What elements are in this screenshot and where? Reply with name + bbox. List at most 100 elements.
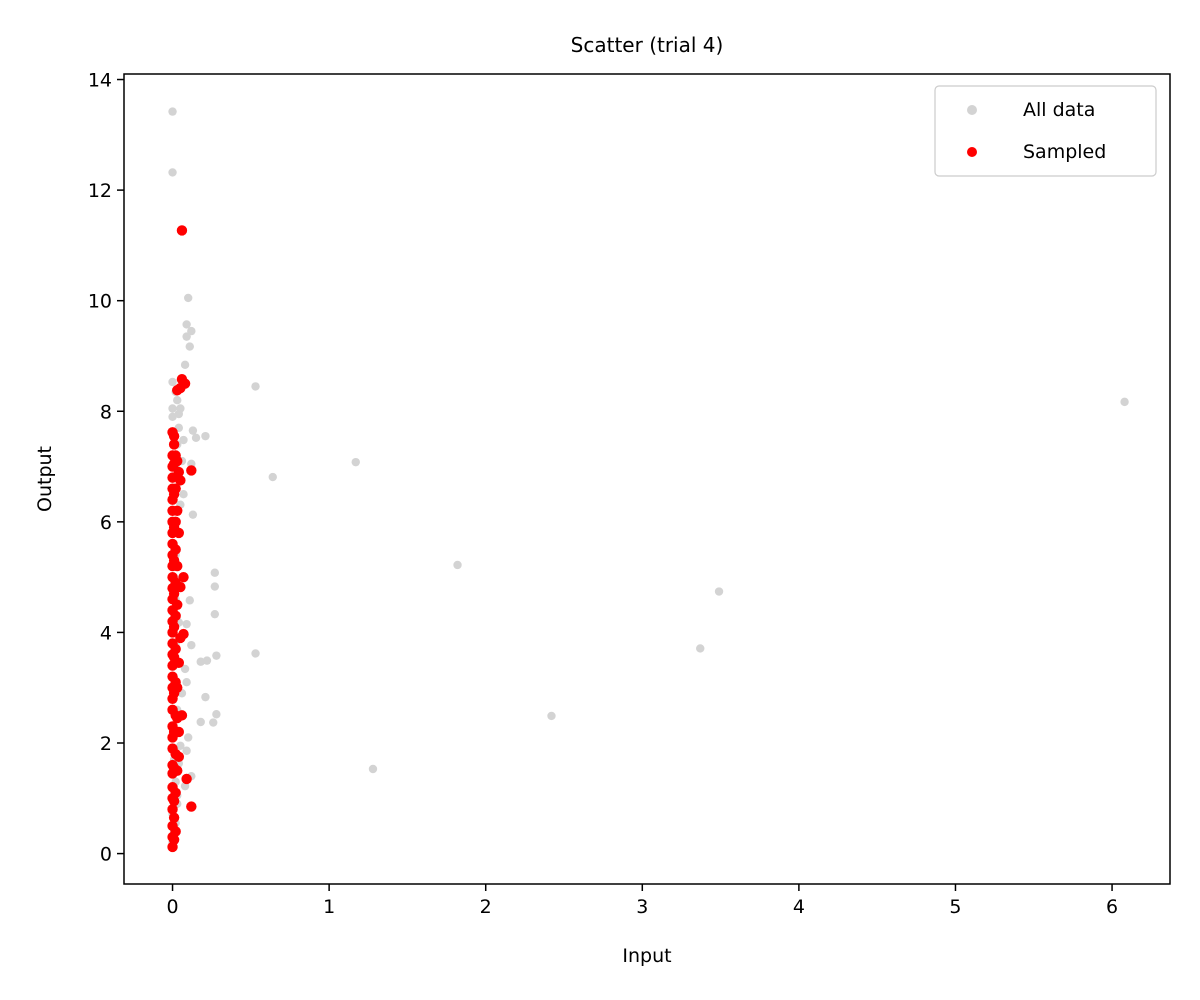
legend-label-all-data: All data — [1023, 99, 1095, 121]
all-data-point-13 — [168, 412, 177, 421]
x-tick-label: 1 — [323, 896, 335, 918]
sampled-point-28 — [167, 804, 178, 815]
sampled-point-54 — [167, 505, 178, 516]
sampled-point-87 — [173, 726, 185, 738]
all-data-point-20 — [268, 472, 277, 482]
sampled-point-4 — [175, 382, 186, 394]
plot-area-frame — [123, 73, 1171, 885]
sampled-point-88 — [173, 466, 185, 478]
x-tick-label: 0 — [166, 896, 178, 918]
all-data-point-23 — [210, 568, 220, 577]
all-data-point-36 — [196, 657, 205, 666]
all-data-point-37 — [180, 664, 190, 674]
sampled-point-66 — [168, 621, 180, 633]
all-data-point-47 — [182, 746, 191, 755]
all-data-point-34 — [212, 651, 221, 660]
all-data-point-31 — [187, 640, 196, 650]
all-data-point-79 — [179, 490, 188, 499]
sampled-point-77 — [170, 643, 181, 655]
all-data-point-33 — [251, 649, 260, 658]
all-data-point-6 — [185, 342, 194, 351]
all-data-point-49 — [368, 764, 378, 774]
x-axis-ticks: 0 1 2 3 4 5 6 — [166, 884, 1118, 918]
all-data-point-40 — [201, 692, 210, 702]
x-tick-label: 2 — [480, 896, 492, 918]
all-data-point-0 — [168, 107, 177, 116]
sampled-point-61 — [168, 795, 180, 807]
sampled-point-23 — [186, 801, 197, 812]
sampled-point-65 — [168, 652, 180, 663]
all-data-point-27 — [185, 596, 194, 605]
sampled-point-71 — [168, 458, 180, 469]
all-data-point-16 — [191, 433, 201, 443]
sampled-point-0 — [176, 225, 188, 236]
sampled-points — [167, 225, 197, 853]
x-tick-label: 4 — [793, 896, 805, 918]
all-data-point-9 — [251, 382, 260, 391]
legend: All data Sampled — [934, 85, 1157, 177]
sampled-point-40 — [167, 660, 178, 671]
all-data-point-42 — [547, 711, 556, 721]
all-data-point-22 — [188, 510, 198, 519]
sampled-point-72 — [170, 826, 181, 837]
x-tick-label: 6 — [1106, 896, 1118, 918]
sampled-point-7 — [168, 439, 180, 450]
sampled-point-85 — [172, 599, 183, 610]
sampled-point-6 — [168, 430, 180, 442]
all-data-point-4 — [187, 326, 196, 336]
all-data-point-2 — [184, 293, 193, 303]
sampled-point-24 — [168, 812, 180, 823]
all-data-point-1 — [168, 168, 177, 177]
y-tick-label: 12 — [88, 180, 112, 202]
all-data-point-26 — [714, 587, 724, 596]
all-data-point-43 — [196, 717, 205, 727]
chart-title: Scatter (trial 4) — [571, 33, 724, 57]
y-tick-label: 6 — [100, 512, 112, 534]
sampled-point-83 — [172, 765, 183, 776]
sampled-point-81 — [170, 516, 181, 528]
sampled-point-80 — [170, 544, 181, 555]
all-data-point-77 — [174, 409, 184, 419]
all-data-point-41 — [212, 710, 221, 719]
all-data-point-10 — [1120, 397, 1129, 407]
legend-marker-all-data — [967, 105, 977, 115]
sampled-point-74 — [170, 748, 181, 760]
sampled-point-60 — [168, 834, 180, 845]
all-data-point-30 — [182, 619, 191, 629]
all-data-point-7 — [180, 360, 190, 370]
legend-marker-sampled — [967, 147, 977, 157]
sampled-point-79 — [170, 577, 181, 588]
sampled-point-11 — [175, 475, 186, 486]
all-data-point-45 — [184, 733, 193, 742]
all-data-point-38 — [182, 677, 191, 687]
all-data-point-15 — [201, 431, 210, 441]
sampled-point-22 — [181, 773, 192, 785]
sampled-point-82 — [170, 483, 181, 494]
all-data-points — [168, 107, 1129, 847]
sampled-point-10 — [186, 465, 197, 476]
legend-label-sampled: Sampled — [1023, 141, 1106, 163]
y-tick-label: 14 — [88, 70, 112, 92]
y-tick-label: 0 — [100, 844, 112, 866]
y-axis-label: Output — [34, 446, 56, 512]
sampled-point-73 — [170, 787, 181, 798]
y-axis-ticks: 0 2 4 6 8 10 12 14 — [88, 70, 124, 866]
all-data-point-35 — [202, 656, 212, 665]
all-data-point-8 — [168, 377, 177, 387]
y-tick-label: 10 — [88, 291, 112, 313]
all-data-point-46 — [176, 741, 185, 750]
all-data-point-32 — [696, 644, 705, 653]
x-tick-label: 3 — [636, 896, 648, 918]
all-data-point-44 — [209, 718, 218, 727]
all-data-point-11 — [168, 404, 177, 413]
sampled-point-86 — [172, 560, 183, 572]
x-axis-label: Input — [622, 945, 671, 967]
all-data-point-5 — [182, 332, 191, 341]
legend-box — [934, 85, 1157, 177]
sampled-point-14 — [178, 571, 189, 583]
y-tick-label: 2 — [100, 733, 112, 755]
all-data-point-17 — [179, 435, 188, 445]
all-data-point-3 — [182, 320, 191, 329]
all-data-point-18 — [351, 457, 360, 467]
